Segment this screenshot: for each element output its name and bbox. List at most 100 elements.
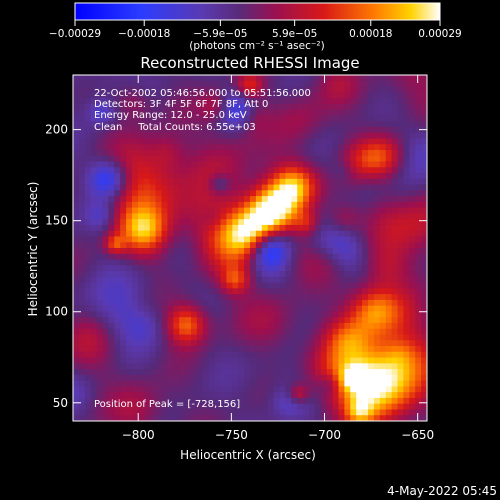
heatmap-cell [191, 322, 198, 330]
heatmap-cell [155, 98, 162, 105]
heatmap-cell [149, 173, 156, 180]
heatmap-cell [397, 392, 404, 399]
heatmap-cell [191, 149, 198, 157]
heatmap-cell [244, 288, 251, 295]
heatmap-cell [137, 380, 145, 387]
heatmap-cell [421, 201, 428, 209]
heatmap-cell [309, 322, 316, 330]
heatmap-cell [368, 282, 375, 289]
heatmap-cell [344, 334, 351, 341]
heatmap-cell [214, 351, 221, 358]
heatmap-cell [90, 236, 97, 243]
heatmap-cell [126, 201, 133, 209]
heatmap-cell [78, 115, 86, 122]
heatmap-cell [232, 126, 239, 134]
heatmap-cell [208, 98, 215, 105]
heatmap-cell [362, 138, 369, 145]
heatmap-cell [350, 363, 357, 370]
heatmap-cell [409, 311, 416, 318]
heatmap-cell [279, 236, 286, 243]
heatmap-cell [385, 242, 392, 249]
heatmap-cell [397, 415, 404, 422]
heatmap-cell [179, 288, 186, 295]
heatmap-cell [379, 161, 387, 168]
heatmap-cell [137, 173, 145, 180]
heatmap-cell [226, 282, 233, 289]
heatmap-cell [397, 409, 404, 416]
heatmap-cell [320, 265, 328, 272]
heatmap-cell [132, 299, 139, 307]
heatmap-cell [238, 380, 245, 387]
heatmap-cell [244, 334, 251, 341]
heatmap-cell [114, 121, 121, 128]
heatmap-cell [403, 403, 410, 410]
heatmap-cell [261, 242, 269, 249]
heatmap-cell [385, 173, 392, 180]
heatmap-cell [132, 311, 139, 318]
heatmap-cell [368, 386, 375, 393]
heatmap-cell [320, 334, 328, 341]
heatmap-cell [303, 230, 310, 237]
heatmap-cell [362, 346, 369, 353]
heatmap-cell [196, 403, 204, 410]
heatmap-cell [379, 259, 387, 266]
heatmap-cell [350, 415, 357, 422]
heatmap-cell [391, 346, 398, 353]
heatmap-cell [238, 334, 245, 341]
heatmap-cell [137, 167, 145, 174]
heatmap-cell [220, 271, 227, 278]
heatmap-cell [297, 201, 304, 209]
heatmap-cell [191, 317, 198, 324]
heatmap-cell [344, 121, 351, 128]
heatmap-cell [314, 357, 322, 364]
heatmap-cell [297, 155, 304, 162]
heatmap-cell [143, 415, 151, 422]
heatmap-cell [409, 126, 416, 134]
heatmap-cell [226, 161, 233, 168]
heatmap-cell [126, 161, 133, 168]
heatmap-cell [108, 271, 115, 278]
heatmap-cell [90, 103, 97, 110]
heatmap-cell [73, 201, 80, 209]
heatmap-cell [238, 161, 245, 168]
heatmap-cell [114, 288, 121, 295]
heatmap-cell [173, 173, 180, 180]
heatmap-cell [373, 236, 381, 243]
heatmap-cell [344, 224, 351, 232]
heatmap-cell [273, 253, 280, 260]
heatmap-cell [73, 259, 80, 266]
heatmap-cell [202, 196, 210, 203]
heatmap-cell [368, 92, 375, 99]
heatmap-cell [326, 299, 333, 307]
heatmap-cell [285, 403, 292, 410]
heatmap-cell [102, 224, 109, 232]
heatmap-cell [132, 92, 139, 99]
heatmap-cell [90, 392, 97, 399]
heatmap-cell [397, 259, 404, 266]
heatmap-cell [208, 248, 215, 255]
heatmap-cell [167, 351, 174, 358]
heatmap-cell [309, 328, 316, 335]
heatmap-cell [149, 282, 156, 289]
heatmap-cell [385, 98, 392, 105]
heatmap-cell [368, 144, 375, 151]
heatmap-cell [379, 230, 387, 237]
heatmap-cell [196, 380, 204, 387]
heatmap-cell [102, 259, 109, 266]
heatmap-cell [137, 126, 145, 134]
heatmap-cell [238, 253, 245, 260]
heatmap-cell [297, 311, 304, 318]
heatmap-cell [421, 178, 428, 185]
heatmap-cell [232, 201, 239, 209]
heatmap-cell [267, 317, 274, 324]
heatmap-cell [149, 242, 156, 249]
heatmap-cell [114, 282, 121, 289]
heatmap-cell [120, 109, 127, 116]
heatmap-cell [267, 369, 274, 376]
heatmap-cell [332, 409, 339, 416]
heatmap-cell [279, 322, 286, 330]
heatmap-cell [137, 386, 145, 393]
heatmap-cell [167, 253, 174, 260]
heatmap-cell [238, 259, 245, 266]
